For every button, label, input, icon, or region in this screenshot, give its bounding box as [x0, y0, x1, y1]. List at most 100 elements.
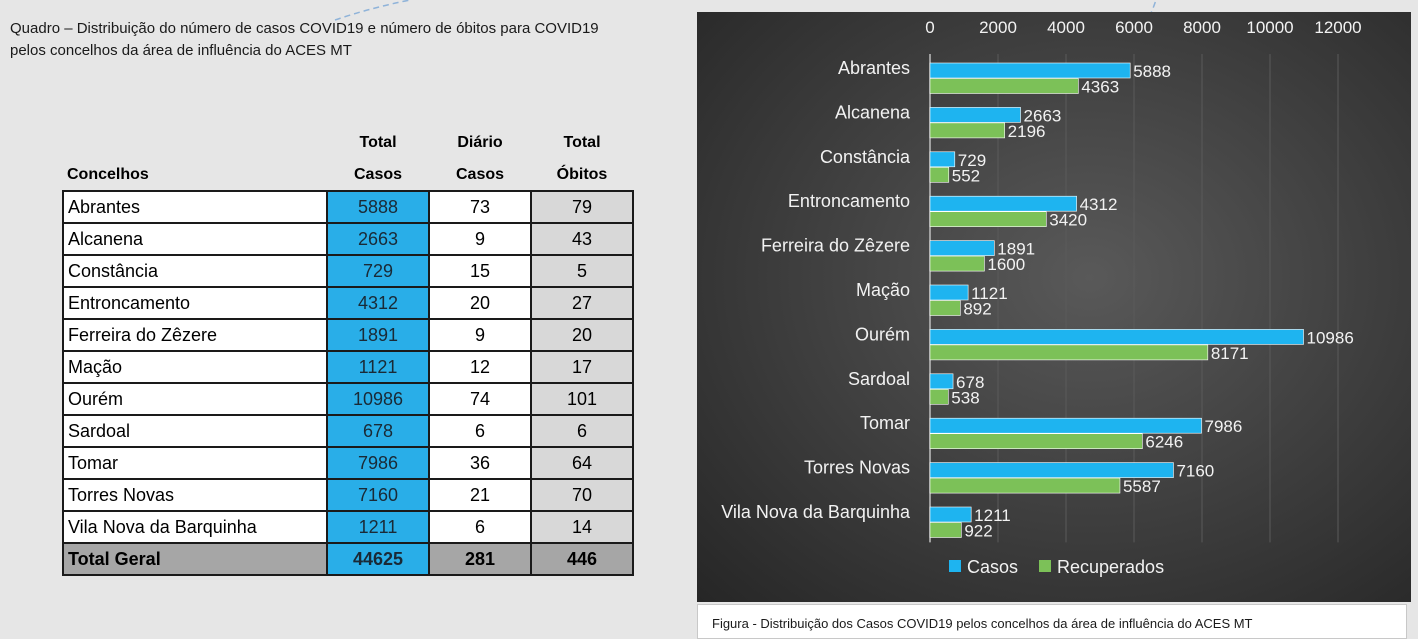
- data-label-casos: 1891: [997, 240, 1035, 259]
- cell-obitos: 70: [530, 478, 634, 512]
- header-diario-line2: Casos: [455, 166, 505, 183]
- category-label: Tomar: [860, 413, 910, 433]
- data-label-casos: 729: [958, 151, 986, 170]
- x-tick-label: 0: [925, 18, 934, 37]
- bar-casos: [929, 284, 969, 301]
- x-tick-label: 10000: [1246, 18, 1293, 37]
- cell-diario: 6: [428, 510, 532, 544]
- data-label-casos: 1211: [974, 506, 1011, 525]
- cell-obitos: 64: [530, 446, 634, 480]
- table-row: Ferreira do Zêzere 1891 9 20: [62, 318, 634, 352]
- category-label: Ferreira do Zêzere: [761, 236, 910, 256]
- cell-concelho: Tomar: [62, 446, 328, 480]
- category-label: Torres Novas: [804, 458, 910, 478]
- data-label-recuperados: 3420: [1049, 211, 1087, 230]
- cell-diario: 20: [428, 286, 532, 320]
- figure-caption-box: Figura - Distribuição dos Casos COVID19 …: [697, 604, 1407, 639]
- cell-casos: 2663: [326, 222, 430, 256]
- header-obitos-line2: Óbitos: [556, 166, 608, 183]
- category-label: Sardoal: [848, 369, 910, 389]
- data-label-recuperados: 892: [963, 300, 991, 319]
- x-tick-label: 2000: [979, 18, 1017, 37]
- cell-diario: 36: [428, 446, 532, 480]
- bar-recuperados: [929, 255, 985, 272]
- quadro-caption-line1: Quadro – Distribuição do número de casos…: [10, 20, 599, 37]
- data-label-casos: 1121: [971, 284, 1008, 303]
- cell-concelho: Ourém: [62, 382, 328, 416]
- legend-swatch-recuperados: [1039, 560, 1051, 572]
- data-label-casos: 2663: [1024, 106, 1062, 125]
- legend-swatch-casos: [949, 560, 961, 572]
- category-label: Constância: [820, 147, 911, 167]
- cell-concelho: Vila Nova da Barquinha: [62, 510, 328, 544]
- cell-obitos: 101: [530, 382, 634, 416]
- category-label: Abrantes: [838, 58, 910, 78]
- bar-recuperados: [929, 78, 1079, 94]
- cell-casos: 1211: [326, 510, 430, 544]
- data-label-casos: 678: [956, 373, 984, 392]
- x-tick-label: 4000: [1047, 18, 1085, 37]
- bar-recuperados: [929, 167, 950, 183]
- table-row: Constância 729 15 5: [62, 254, 634, 288]
- quadro-caption-line2: pelos concelhos da área de influência do…: [10, 42, 352, 59]
- cell-casos: 5888: [326, 190, 430, 224]
- cell-casos: 1891: [326, 318, 430, 352]
- cell-diario: 12: [428, 350, 532, 384]
- data-label-recuperados: 552: [952, 166, 980, 185]
- x-tick-label: 12000: [1314, 18, 1361, 37]
- cell-total-label: Total Geral: [62, 542, 328, 576]
- quadro-caption: Quadro – Distribuição do número de casos…: [10, 18, 690, 62]
- bar-casos: [929, 373, 954, 390]
- table-row: Sardoal 678 6 6: [62, 414, 634, 448]
- cell-concelho: Torres Novas: [62, 478, 328, 512]
- cell-obitos: 17: [530, 350, 634, 384]
- cell-casos: 7160: [326, 478, 430, 512]
- bar-recuperados: [929, 477, 1121, 494]
- data-label-recuperados: 4363: [1081, 78, 1119, 97]
- data-label-recuperados: 922: [964, 522, 992, 541]
- cell-casos: 729: [326, 254, 430, 288]
- data-label-recuperados: 6246: [1145, 433, 1183, 452]
- cell-obitos: 43: [530, 222, 634, 256]
- bar-recuperados: [929, 522, 962, 538]
- bar-casos: [929, 240, 995, 256]
- bar-recuperados: [929, 388, 949, 405]
- cell-casos: 7986: [326, 446, 430, 480]
- header-concelhos: Concelhos: [67, 166, 149, 183]
- bar-casos: [929, 62, 1131, 79]
- cell-concelho: Alcanena: [62, 222, 328, 256]
- table-row: Mação 1121 12 17: [62, 350, 634, 384]
- cell-casos: 10986: [326, 382, 430, 416]
- cell-casos: 1121: [326, 350, 430, 384]
- cell-obitos: 5: [530, 254, 634, 288]
- cell-diario: 9: [428, 318, 532, 352]
- bar-casos: [929, 107, 1021, 123]
- category-label: Mação: [856, 280, 910, 300]
- cell-diario: 15: [428, 254, 532, 288]
- cell-obitos: 20: [530, 318, 634, 352]
- bar-recuperados: [929, 211, 1047, 227]
- cell-total-casos: 44625: [326, 542, 430, 576]
- table-row: Abrantes 5888 73 79: [62, 190, 634, 224]
- bar-recuperados: [929, 300, 961, 316]
- cell-obitos: 79: [530, 190, 634, 224]
- cell-diario: 21: [428, 478, 532, 512]
- bar-casos: [929, 195, 1077, 212]
- bar-casos: [929, 151, 956, 168]
- cell-obitos: 14: [530, 510, 634, 544]
- cell-concelho: Mação: [62, 350, 328, 384]
- table-row: Tomar 7986 36 64: [62, 446, 634, 480]
- bar-chart: 0 2000 4000 6000 8000 10000 12000 Abrantes 5888 4…: [721, 18, 1361, 577]
- cell-concelho: Entroncamento: [62, 286, 328, 320]
- data-label-recuperados: 538: [951, 388, 979, 407]
- data-label-recuperados: 1600: [987, 255, 1025, 274]
- category-label: Alcanena: [835, 102, 911, 122]
- table-header-row-2: Concelhos Casos Casos Óbitos: [63, 158, 633, 191]
- data-label-casos: 7986: [1205, 417, 1243, 436]
- data-label-casos: 4312: [1080, 195, 1118, 214]
- cell-obitos: 6: [530, 414, 634, 448]
- category-label: Entroncamento: [788, 191, 910, 211]
- cell-diario: 6: [428, 414, 532, 448]
- header-casos-line1: Total: [359, 134, 397, 151]
- bar-recuperados: [929, 433, 1143, 450]
